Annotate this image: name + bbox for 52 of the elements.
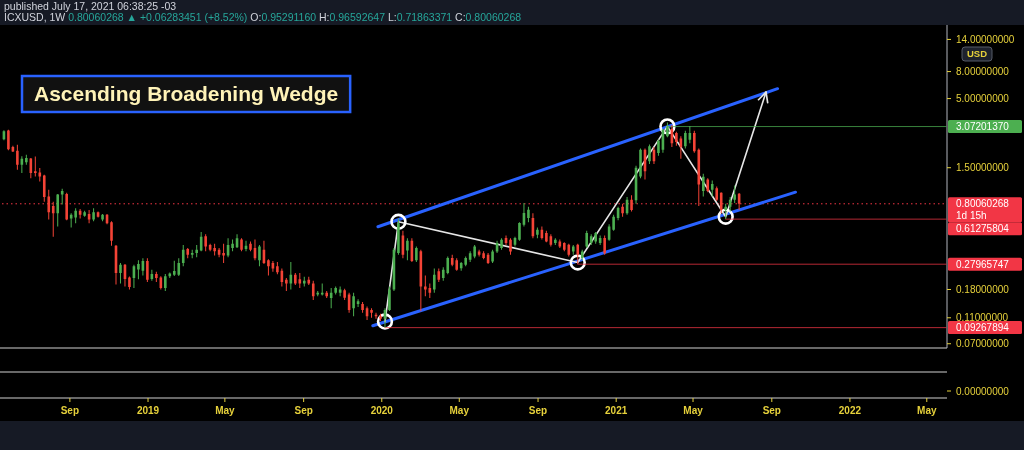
candlestick <box>724 203 727 220</box>
x-tick-label: 2021 <box>605 404 628 416</box>
price-label: 0.80060268 1d 15h <box>948 197 1022 223</box>
series-label: 0.09267894 <box>956 322 1010 334</box>
point <box>376 313 394 330</box>
text: 0.00000000 <box>956 385 1010 397</box>
x-tick-label: May <box>917 404 937 416</box>
point <box>717 208 734 225</box>
y-tick-label: 5.00000000 <box>956 93 1010 105</box>
x-tick-label: May <box>215 404 236 416</box>
x-tick-label: Sep <box>60 404 80 416</box>
ref-line-label: 0.80060268 <box>956 198 1010 210</box>
y-tick-label: 0.18000000 <box>956 284 1010 295</box>
text: ICXUSD, 1W 0.80060268 ▲ +0.06283451 (+8.52%) O:0.95291160 H:0.96592647 L:0.71863371 C:0.80060268 <box>4 11 522 23</box>
y-axis-title: USD <box>966 48 988 60</box>
price-label: 0.61275804 <box>948 222 1022 236</box>
x-tick-label: May <box>449 404 470 416</box>
point <box>390 213 407 230</box>
unit-badge: USD <box>961 46 993 62</box>
candlestick <box>424 275 427 297</box>
x-tick-label: Sep <box>762 404 781 416</box>
price-label: 3.07201370 <box>948 120 1022 134</box>
y-tick-label: 0.11000000 <box>956 312 1009 324</box>
y-tick-label: 14.00000000 <box>956 33 1015 45</box>
title-frame: Ascending Broadening Wedge <box>20 74 352 114</box>
candlestick <box>60 188 64 205</box>
candlestick <box>379 313 382 322</box>
y-tick-label: 0.07000000 <box>956 338 1010 350</box>
text: published July 17, 2021 06:38:25 -03 <box>4 0 177 12</box>
x-tick-label: May <box>683 404 704 416</box>
candlestick <box>172 260 176 276</box>
x-tick-label: Sep <box>528 404 548 416</box>
price-label: 0.09267894 <box>948 321 1022 335</box>
candlestick <box>213 243 216 256</box>
series-label: 0.27965747 <box>956 258 1010 270</box>
candlestick <box>168 272 172 278</box>
point <box>659 118 676 135</box>
candlestick <box>370 308 373 318</box>
x-tick-label: 2019 <box>136 404 160 416</box>
candlestick <box>222 243 225 264</box>
candlestick <box>34 156 37 177</box>
x-tick-label: 2022 <box>838 404 862 416</box>
y-tick-label: 8.00000000 <box>956 66 1010 78</box>
candlestick <box>51 201 55 237</box>
y-tick-label: 1.50000000 <box>956 162 1010 174</box>
x-tick-label: Sep <box>294 404 313 416</box>
series-label: 0.61275804 <box>956 223 1010 235</box>
candlestick <box>190 249 194 259</box>
candlestick <box>83 210 86 217</box>
series-label: 3.07201370 <box>956 121 1010 133</box>
point <box>569 254 586 271</box>
x-tick-label: 2020 <box>370 404 394 416</box>
